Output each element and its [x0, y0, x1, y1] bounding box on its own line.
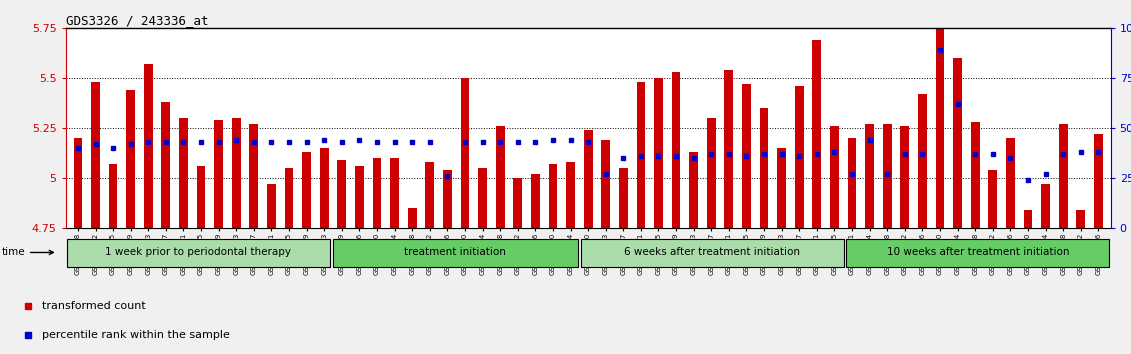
Bar	[584, 130, 593, 228]
Bar	[619, 169, 628, 228]
Bar	[742, 84, 751, 228]
Bar	[847, 138, 856, 228]
Bar	[725, 70, 733, 228]
Bar	[1094, 134, 1103, 228]
Bar	[970, 122, 979, 228]
Bar	[302, 152, 311, 228]
Bar	[513, 178, 523, 228]
Bar	[602, 140, 610, 228]
Bar	[408, 209, 416, 228]
Bar	[337, 160, 346, 228]
Bar	[74, 138, 83, 228]
Bar	[250, 124, 258, 228]
Bar	[1077, 210, 1085, 228]
Bar	[320, 148, 329, 228]
Text: 6 weeks after treatment initiation: 6 weeks after treatment initiation	[624, 247, 800, 257]
Bar	[672, 72, 681, 228]
Bar	[830, 126, 839, 228]
Bar	[935, 0, 944, 228]
Bar	[144, 64, 153, 228]
Bar	[1042, 184, 1050, 228]
Bar	[92, 82, 100, 228]
Bar	[760, 108, 768, 228]
Bar	[795, 86, 804, 228]
Bar	[460, 78, 469, 228]
Bar	[285, 169, 293, 228]
Bar	[953, 58, 962, 228]
Bar	[689, 152, 698, 228]
Bar	[197, 166, 206, 228]
Bar	[109, 164, 118, 228]
Bar	[179, 118, 188, 228]
Bar	[214, 120, 223, 228]
Text: 10 weeks after treatment initiation: 10 weeks after treatment initiation	[887, 247, 1069, 257]
Bar	[1059, 124, 1068, 228]
Bar	[1024, 210, 1033, 228]
Bar	[707, 118, 716, 228]
Bar	[232, 118, 241, 228]
Bar	[355, 166, 364, 228]
Bar	[637, 82, 646, 228]
Bar	[162, 102, 171, 228]
Bar	[67, 239, 330, 268]
Bar	[918, 94, 926, 228]
Bar	[127, 90, 135, 228]
Bar	[443, 170, 451, 228]
Bar	[333, 239, 578, 268]
Bar	[777, 148, 786, 228]
Bar	[988, 170, 998, 228]
Bar	[478, 169, 487, 228]
Bar	[372, 158, 381, 228]
Text: time: time	[1, 247, 53, 257]
Text: treatment initiation: treatment initiation	[405, 247, 507, 257]
Bar	[580, 239, 844, 268]
Bar	[425, 162, 434, 228]
Bar	[549, 164, 558, 228]
Bar	[390, 158, 399, 228]
Bar	[812, 40, 821, 228]
Bar	[495, 126, 504, 228]
Bar	[846, 239, 1110, 268]
Bar	[900, 126, 909, 228]
Bar	[654, 78, 663, 228]
Text: percentile rank within the sample: percentile rank within the sample	[43, 330, 231, 339]
Bar	[1005, 138, 1015, 228]
Text: 1 week prior to periodontal therapy: 1 week prior to periodontal therapy	[105, 247, 292, 257]
Bar	[883, 124, 891, 228]
Bar	[567, 162, 575, 228]
Bar	[530, 174, 539, 228]
Bar	[267, 184, 276, 228]
Bar	[865, 124, 874, 228]
Text: GDS3326 / 243336_at: GDS3326 / 243336_at	[66, 14, 208, 27]
Text: transformed count: transformed count	[43, 301, 146, 311]
